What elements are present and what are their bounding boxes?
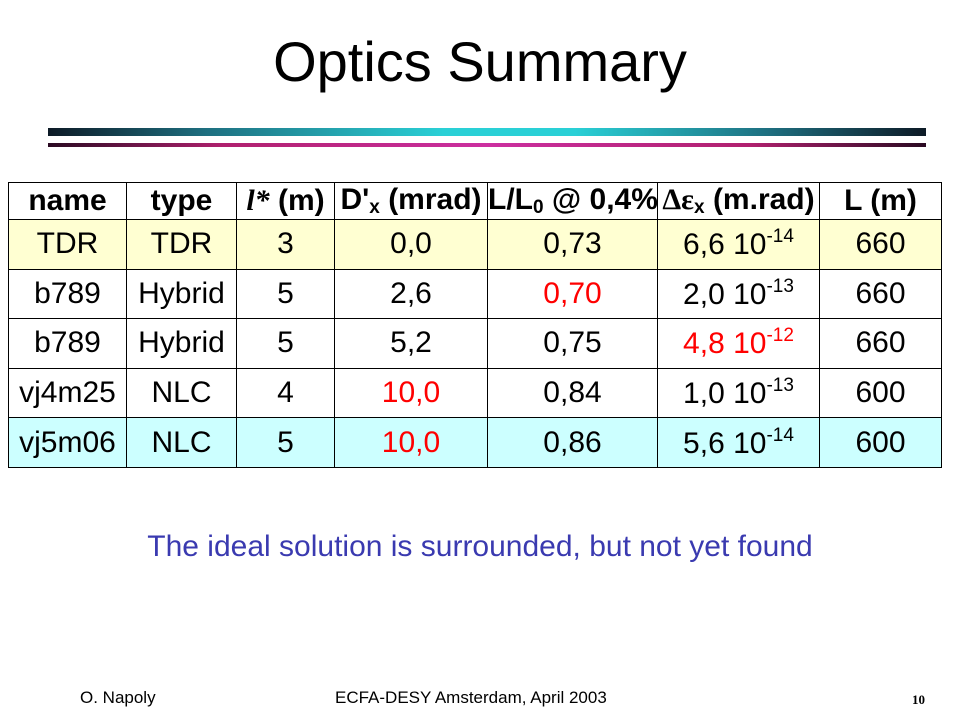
ratio-prefix: L/L [488, 183, 534, 217]
cell-emittance: 6,6 10-14 [657, 219, 820, 270]
emittance-mantissa: 5,6 10 [683, 426, 767, 460]
cell-dprime: 10,0 [334, 367, 488, 419]
cell-type: NLC [126, 417, 237, 468]
cell-dprime: 0,0 [334, 219, 488, 270]
cell-emittance: 4,8 10-12 [657, 318, 820, 369]
table-row: b789 Hybrid 5 2,6 0,70 2,0 10-13 660 [8, 268, 942, 320]
emittance-sub: x [694, 197, 705, 218]
cell-length: 660 [819, 268, 942, 320]
page-number: 10 [912, 692, 925, 707]
emittance-exponent: -13 [766, 375, 794, 397]
emittance-exponent: -14 [766, 226, 794, 248]
table-row: vj4m25 NLC 4 10,0 0,84 1,0 10-13 600 [8, 367, 942, 419]
cell-ratio: 0,86 [487, 417, 658, 468]
emittance-mantissa: 6,6 10 [683, 228, 767, 262]
emittance-exponent: -12 [766, 325, 794, 347]
cell-ratio: 0,70 [487, 268, 658, 320]
cell-dprime: 2,6 [334, 268, 488, 320]
slide-title: Optics Summary [273, 30, 687, 93]
cell-length: 600 [819, 417, 942, 468]
ratio-at: @ 0,4% [551, 183, 658, 217]
cell-emittance: 1,0 10-13 [657, 367, 820, 419]
cell-type: NLC [126, 367, 237, 419]
optics-summary-table: name type l* (m) D'x (mrad) L/L0 @ 0,4% … [8, 182, 942, 468]
cell-lstar: 5 [236, 268, 335, 320]
cell-dprime: 10,0 [334, 417, 488, 468]
cell-lstar: 3 [236, 219, 335, 270]
cell-emittance: 2,0 10-13 [657, 268, 820, 320]
emittance-unit: (m.rad) [712, 183, 815, 217]
cell-lstar: 4 [236, 367, 335, 419]
title-divider-primary [48, 128, 926, 136]
emittance-mantissa: 1,0 10 [683, 377, 767, 411]
cell-name: vj4m25 [8, 367, 127, 419]
header-name: name [8, 182, 127, 220]
lstar-unit: (m) [278, 184, 325, 217]
conclusion-text: The ideal solution is surrounded, but no… [147, 530, 813, 563]
cell-type: Hybrid [126, 268, 237, 320]
cell-type: Hybrid [126, 318, 237, 369]
cell-name: b789 [8, 318, 127, 369]
ratio-sub: 0 [533, 197, 544, 218]
footer-author: O. Napoly [80, 688, 156, 707]
cell-length: 660 [819, 219, 942, 270]
cell-length: 660 [819, 318, 942, 369]
cell-dprime: 5,2 [334, 318, 488, 369]
cell-lstar: 5 [236, 318, 335, 369]
emittance-mantissa: 2,0 10 [683, 277, 767, 311]
header-type: type [126, 182, 237, 220]
header-lstar: l* (m) [236, 182, 335, 220]
emittance-symbol: Δε [662, 183, 695, 217]
cell-ratio: 0,84 [487, 367, 658, 419]
cell-name: TDR [8, 219, 127, 270]
cell-ratio: 0,75 [487, 318, 658, 369]
header-ratio: L/L0 @ 0,4% [487, 182, 658, 220]
cell-lstar: 5 [236, 417, 335, 468]
emittance-exponent: -13 [766, 275, 794, 297]
cell-length: 600 [819, 367, 942, 419]
cell-name: vj5m06 [8, 417, 127, 468]
dprime-sub: x [369, 197, 380, 218]
cell-name: b789 [8, 268, 127, 320]
header-dprime: D'x (mrad) [334, 182, 488, 220]
cell-ratio: 0,73 [487, 219, 658, 270]
cell-emittance: 5,6 10-14 [657, 417, 820, 468]
cell-type: TDR [126, 219, 237, 270]
lstar-symbol: l* [246, 184, 270, 217]
table-header-row: name type l* (m) D'x (mrad) L/L0 @ 0,4% … [8, 182, 942, 220]
header-emittance: Δεx (m.rad) [657, 182, 820, 220]
emittance-exponent: -14 [766, 424, 794, 446]
header-length: L (m) [819, 182, 942, 220]
title-divider-secondary [48, 143, 926, 147]
footer-event: ECFA-DESY Amsterdam, April 2003 [335, 688, 607, 707]
emittance-mantissa: 4,8 10 [683, 327, 767, 361]
dprime-unit: (mrad) [388, 183, 482, 217]
table-row: vj5m06 NLC 5 10,0 0,86 5,6 10-14 600 [8, 417, 942, 468]
table-row: b789 Hybrid 5 5,2 0,75 4,8 10-12 660 [8, 318, 942, 369]
table-row: TDR TDR 3 0,0 0,73 6,6 10-14 660 [8, 219, 942, 270]
dprime-prefix: D' [340, 183, 370, 217]
